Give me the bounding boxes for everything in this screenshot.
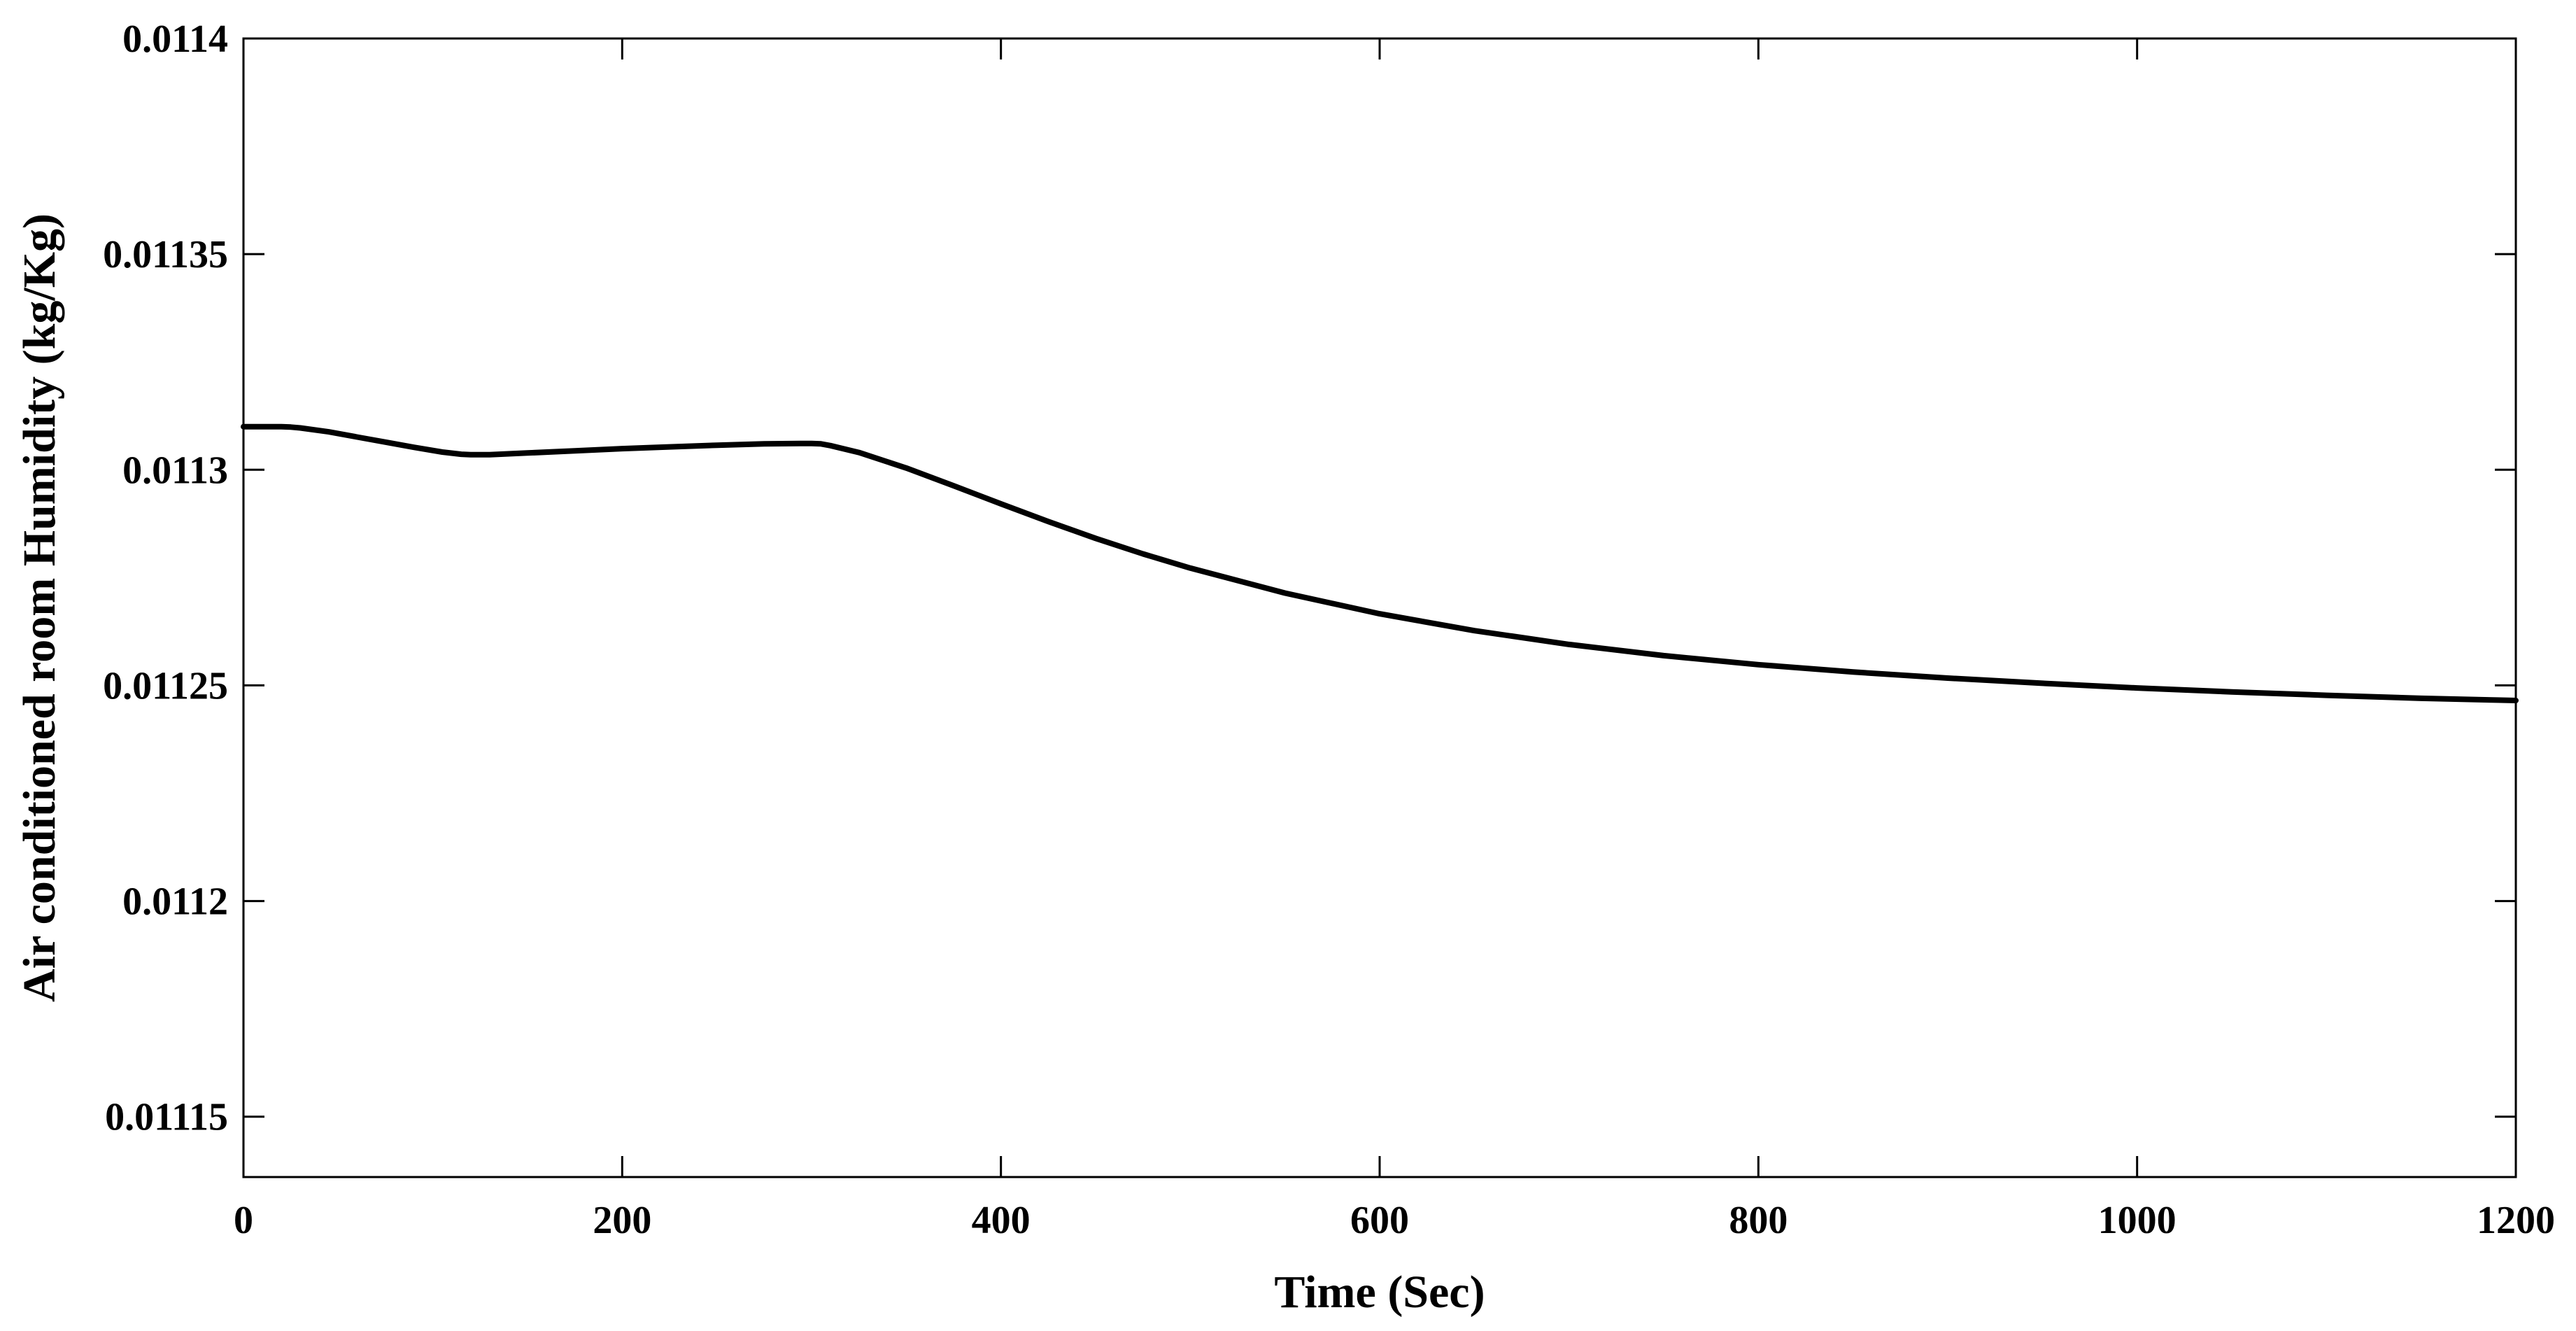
- y-tick-label: 0.0114: [122, 17, 228, 61]
- y-axis: 0.0114 0.01135 0.0113 0.01125 0.0112 0.01115: [103, 17, 2516, 1139]
- y-tick-label: 0.01125: [103, 664, 228, 707]
- y-tick-label: 0.0113: [122, 449, 228, 492]
- y-axis-label: Air conditioned room Humidity (kg/Kg): [14, 213, 65, 1002]
- x-tick-label: 1000: [2098, 1199, 2177, 1242]
- y-tick-label: 0.01115: [105, 1096, 228, 1139]
- x-tick-label: 1200: [2477, 1199, 2555, 1242]
- x-tick-label: 800: [1729, 1199, 1788, 1242]
- x-tick-label: 200: [593, 1199, 651, 1242]
- x-axis-label: Time (Sec): [1274, 1267, 1485, 1318]
- x-axis: 0 200 400 600 800 1000 1200: [234, 38, 2555, 1242]
- y-tick-label: 0.01135: [103, 233, 228, 276]
- plot-area: [241, 37, 2519, 1178]
- series-line-0: [241, 423, 2519, 703]
- x-tick-label: 400: [972, 1199, 1031, 1242]
- x-tick-label: 600: [1350, 1199, 1409, 1242]
- plot-frame: [242, 37, 2517, 1178]
- x-tick-label: 0: [234, 1199, 253, 1242]
- y-tick-label: 0.0112: [122, 880, 228, 924]
